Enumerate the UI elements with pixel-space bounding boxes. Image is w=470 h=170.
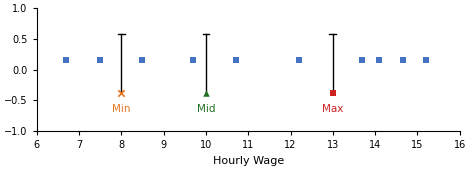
Point — [329, 92, 337, 95]
Text: Mid: Mid — [196, 104, 215, 114]
Point — [96, 59, 104, 62]
Point — [202, 92, 210, 95]
Point — [118, 92, 125, 95]
Point — [63, 59, 70, 62]
Text: Min: Min — [112, 104, 131, 114]
Point — [376, 59, 383, 62]
Point — [295, 59, 303, 62]
X-axis label: Hourly Wage: Hourly Wage — [212, 156, 284, 166]
Point — [399, 59, 407, 62]
Point — [422, 59, 430, 62]
Point — [189, 59, 197, 62]
Point — [139, 59, 146, 62]
Text: Max: Max — [322, 104, 344, 114]
Point — [359, 59, 366, 62]
Point — [232, 59, 239, 62]
